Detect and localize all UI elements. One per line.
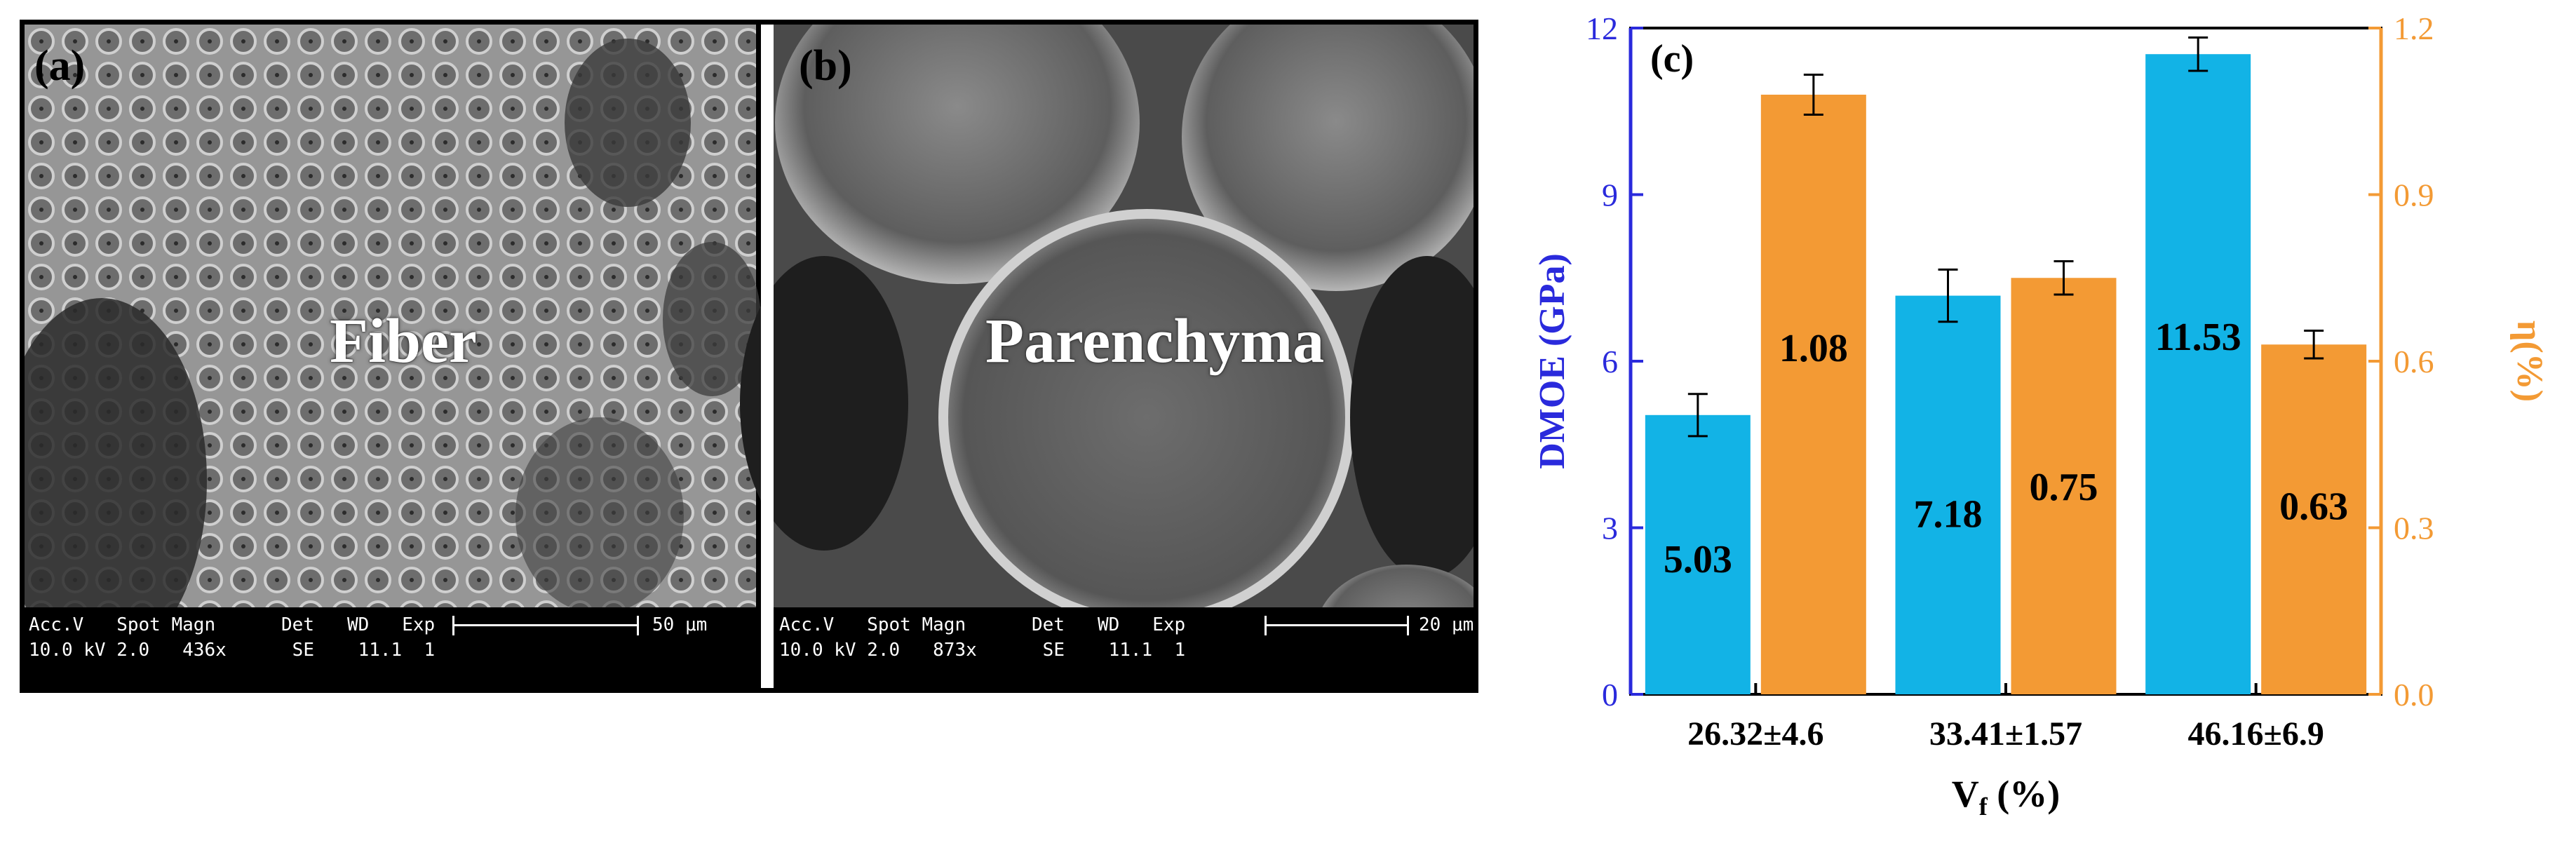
parenchyma-label: Parenchyma — [985, 306, 1325, 376]
bar — [1895, 295, 2001, 694]
left-tick-label: 12 — [1586, 11, 1618, 46]
data-label: 11.53 — [2155, 316, 2241, 359]
bar — [1645, 414, 1751, 694]
data-label: 0.63 — [2279, 485, 2348, 529]
sem-databar-a: Acc.V Spot Magn Det WD Exp 10.0 kV 2.0 4… — [25, 607, 756, 688]
dmoe-bar-chart: 0 3 6 9 12 0.0 0.3 0.6 0.9 1.2 26.32±4.6 5.03 1.08 33… — [1508, 0, 2576, 839]
left-tick-label: 9 — [1602, 177, 1618, 213]
panel-label-b: (b) — [799, 42, 852, 90]
x-tick-label: 33.41±1.57 — [1929, 715, 2082, 753]
chart-canvas: 0 3 6 9 12 0.0 0.3 0.6 0.9 1.2 26.32±4.6 5.03 1.08 33… — [1532, 11, 2549, 821]
data-label: 1.08 — [1779, 327, 1848, 370]
x-tick-label: 26.32±4.6 — [1687, 715, 1823, 753]
right-tick-label: 0.3 — [2394, 511, 2434, 546]
right-tick-label: 1.2 — [2394, 11, 2434, 46]
scale-bar-b — [1265, 616, 1409, 635]
fiber-label: Fiber — [330, 306, 477, 376]
y-axis-label-right: η(%) — [2509, 321, 2549, 402]
left-tick-label: 0 — [1602, 677, 1618, 713]
databar-header-b: Acc.V Spot Magn Det WD Exp — [779, 614, 1186, 635]
sem-databar-b: Acc.V Spot Magn Det WD Exp 10.0 kV 2.0 8… — [774, 607, 1474, 688]
right-tick-label: 0.0 — [2394, 677, 2434, 713]
panel-label-a: (a) — [34, 42, 86, 90]
databar-values-b: 10.0 kV 2.0 873x SE 11.1 1 — [779, 640, 1186, 661]
data-label: 7.18 — [1914, 492, 1983, 536]
databar-values-a: 10.0 kV 2.0 436x SE 11.1 1 — [29, 640, 436, 661]
panel-label-c: (c) — [1650, 37, 1694, 81]
left-tick-label: 3 — [1602, 511, 1618, 546]
scale-bar-a — [452, 616, 639, 635]
bar — [2011, 278, 2117, 694]
sem-micrographs — [25, 25, 1474, 688]
scale-text-b: 20 μm — [1419, 614, 1474, 635]
bar — [2261, 344, 2367, 694]
panel-divider — [761, 25, 774, 688]
data-label: 0.75 — [2030, 466, 2098, 509]
left-tick-label: 6 — [1602, 344, 1618, 379]
sem-image-frame: (a) Fiber Acc.V Spot Magn Det WD Exp 10.… — [20, 20, 1478, 693]
scale-text-a: 50 μm — [652, 614, 708, 635]
databar-header-a: Acc.V Spot Magn Det WD Exp — [29, 614, 436, 635]
bar — [1760, 95, 1866, 694]
data-label: 5.03 — [1664, 538, 1732, 581]
bar — [2145, 54, 2251, 695]
right-tick-label: 0.6 — [2394, 344, 2434, 379]
x-axis-label: Vf (%) — [1952, 773, 2060, 821]
x-tick-label: 46.16±6.9 — [2187, 715, 2324, 753]
y-axis-label-left: DMOE (GPa) — [1532, 253, 1572, 469]
right-tick-label: 0.9 — [2394, 177, 2434, 213]
